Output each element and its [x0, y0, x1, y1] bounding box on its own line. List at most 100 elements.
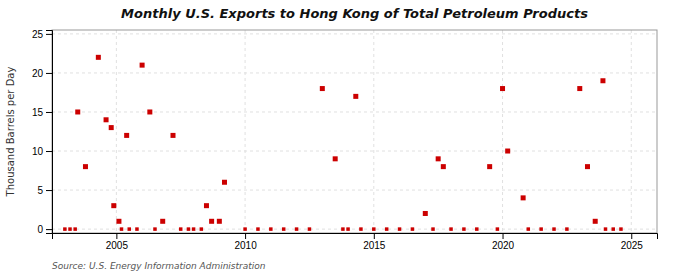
point [577, 86, 582, 91]
point [353, 94, 358, 99]
y-tick-mark [46, 73, 52, 74]
point [222, 180, 227, 185]
point [116, 219, 121, 224]
y-tick: 5 [37, 185, 52, 196]
point [282, 227, 286, 231]
point [200, 227, 204, 231]
point [505, 149, 510, 154]
point [217, 219, 222, 224]
x-tick-label: 2010 [234, 240, 257, 251]
x-tick-label: 2005 [106, 240, 129, 251]
y-tick-mark [46, 151, 52, 152]
point [585, 164, 590, 169]
point [204, 203, 209, 208]
y-tick-mark [46, 190, 52, 191]
point [104, 117, 109, 122]
y-grid-line [52, 190, 657, 191]
y-tick-label: 20 [32, 68, 44, 79]
y-grid-line [52, 33, 657, 34]
x-axis-line [53, 234, 658, 240]
y-tick: 15 [32, 107, 52, 118]
chart: 200520102015202020250510152025Monthly U.… [0, 0, 675, 275]
y-tick-label: 15 [32, 107, 44, 118]
point [171, 133, 176, 138]
series [63, 227, 623, 231]
x-tick: 2015 [363, 233, 386, 251]
point [441, 164, 446, 169]
x-tick-mark [116, 233, 117, 239]
point [111, 203, 116, 208]
x-tick-mark [245, 233, 246, 239]
x-tick-mark [374, 233, 375, 239]
point [611, 227, 615, 231]
point [209, 219, 214, 224]
point [135, 227, 139, 231]
point [619, 227, 623, 231]
point [487, 164, 492, 169]
x-grid-line [502, 30, 503, 233]
x-tick: 2010 [234, 233, 257, 251]
point [496, 227, 500, 231]
point [475, 227, 479, 231]
y-tick: 20 [32, 68, 52, 79]
point [341, 227, 345, 231]
point [269, 227, 273, 231]
y-axis-line [46, 31, 53, 234]
x-tick-mark [631, 233, 632, 239]
point [295, 227, 299, 231]
point [120, 227, 124, 231]
y-tick-label: 5 [37, 185, 43, 196]
point [431, 227, 435, 231]
point [179, 227, 183, 231]
point [192, 227, 196, 231]
point [140, 63, 145, 68]
point [359, 227, 363, 231]
grid [52, 30, 657, 233]
point [500, 86, 505, 91]
y-tick-label: 10 [32, 146, 44, 157]
point [552, 227, 556, 231]
x-tick-label: 2025 [621, 240, 644, 251]
x-grid-line [631, 30, 632, 233]
point [462, 227, 466, 231]
point [153, 227, 157, 231]
point [320, 86, 325, 91]
point [521, 195, 526, 200]
x-axis: 20052010201520202025 [53, 233, 658, 251]
points [63, 55, 623, 231]
point [187, 227, 191, 231]
point [372, 227, 376, 231]
x-tick: 2025 [621, 233, 644, 251]
point [160, 219, 165, 224]
point [593, 219, 598, 224]
y-tick-mark [46, 34, 52, 35]
y-tick: 0 [37, 224, 52, 235]
y-tick-label: 0 [37, 224, 43, 235]
point [63, 227, 66, 231]
point [449, 227, 453, 231]
y-grid-line [52, 151, 657, 152]
point [385, 227, 389, 231]
x-tick-mark [503, 233, 504, 239]
point [124, 133, 129, 138]
point [308, 227, 312, 231]
point [75, 109, 80, 114]
plot-frame [52, 30, 657, 233]
point [436, 156, 441, 161]
point [604, 227, 608, 231]
point [147, 109, 152, 114]
point [398, 227, 402, 231]
x-grid-line [373, 30, 374, 233]
point [68, 227, 72, 231]
x-grid-line [245, 30, 246, 233]
plot-area: 200520102015202020250510152025 [32, 29, 658, 251]
point [83, 164, 88, 169]
point [96, 55, 101, 60]
y-tick: 10 [32, 146, 52, 157]
y-tick-mark [46, 229, 52, 230]
point [73, 227, 77, 231]
series [75, 55, 605, 224]
point [423, 211, 428, 216]
y-tick-label: 25 [32, 29, 44, 40]
x-tick: 2005 [106, 233, 129, 251]
